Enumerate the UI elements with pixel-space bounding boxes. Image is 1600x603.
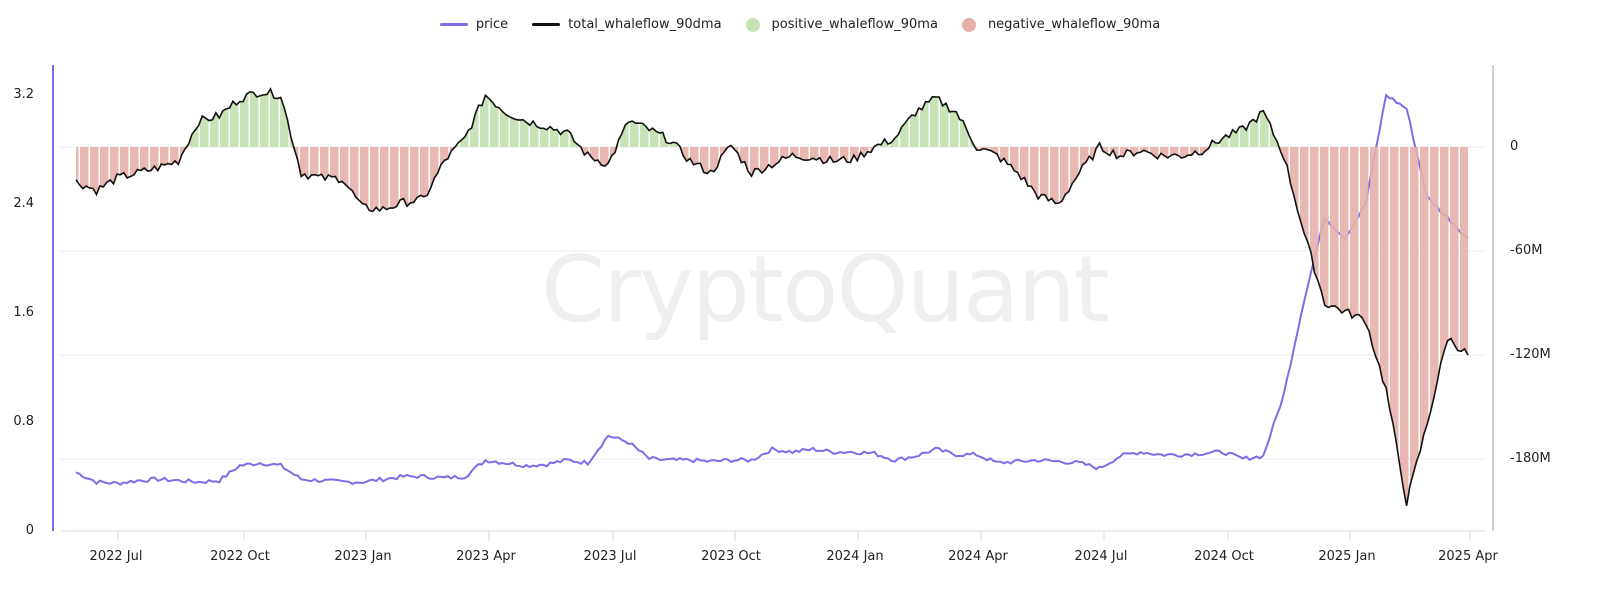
- legend-item-positive-whaleflow[interactable]: positive_whaleflow_90ma: [745, 17, 938, 32]
- x-tick: 2023 Oct: [701, 549, 761, 564]
- left-y-tick: 0: [25, 523, 34, 538]
- x-tick: 2024 Apr: [948, 549, 1008, 564]
- legend-item-negative-whaleflow[interactable]: negative_whaleflow_90ma: [961, 17, 1161, 32]
- positive-area-swatch-icon: [745, 17, 760, 32]
- total-whaleflow-line: [75, 87, 1469, 506]
- x-tick: 2023 Apr: [456, 549, 516, 564]
- negative-area-swatch-icon: [961, 17, 976, 32]
- legend-item-price[interactable]: price: [439, 17, 509, 32]
- x-tick: 2024 Jan: [826, 549, 884, 564]
- right-y-tick: -120M: [1510, 347, 1551, 362]
- legend-label: positive_whaleflow_90ma: [771, 17, 938, 32]
- x-tick: 2023 Jul: [583, 549, 637, 564]
- chart-legend: price total_whaleflow_90dma positive_wha…: [0, 17, 1600, 32]
- legend-label: price: [475, 17, 509, 32]
- x-tick: 2024 Oct: [1194, 549, 1254, 564]
- x-tick: 2022 Oct: [210, 549, 270, 564]
- price-line-swatch-icon: [439, 23, 468, 26]
- left-y-tick: 1.6: [13, 305, 34, 320]
- legend-item-total-whaleflow[interactable]: total_whaleflow_90dma: [532, 17, 722, 32]
- negative-whaleflow-area: [76, 147, 1468, 506]
- x-tick: 2022 Jul: [89, 549, 143, 564]
- left-y-tick: 3.2: [13, 87, 34, 102]
- x-tick: 2025 Apr: [1438, 549, 1498, 564]
- x-tick: 2025 Jan: [1318, 549, 1376, 564]
- positive-whaleflow-area: [76, 88, 1468, 147]
- total-whaleflow-line-swatch-icon: [532, 23, 561, 26]
- right-y-tick: -180M: [1510, 451, 1551, 466]
- right-y-tick: -60M: [1510, 243, 1543, 258]
- legend-label: total_whaleflow_90dma: [568, 17, 722, 32]
- legend-label: negative_whaleflow_90ma: [987, 17, 1161, 32]
- right-y-tick: 0: [1510, 139, 1519, 154]
- x-tick: 2024 Jul: [1074, 549, 1128, 564]
- x-tick: 2023 Jan: [334, 549, 392, 564]
- price-line: [75, 93, 1469, 486]
- left-y-tick: 0.8: [13, 414, 34, 429]
- left-y-tick: 2.4: [13, 196, 34, 211]
